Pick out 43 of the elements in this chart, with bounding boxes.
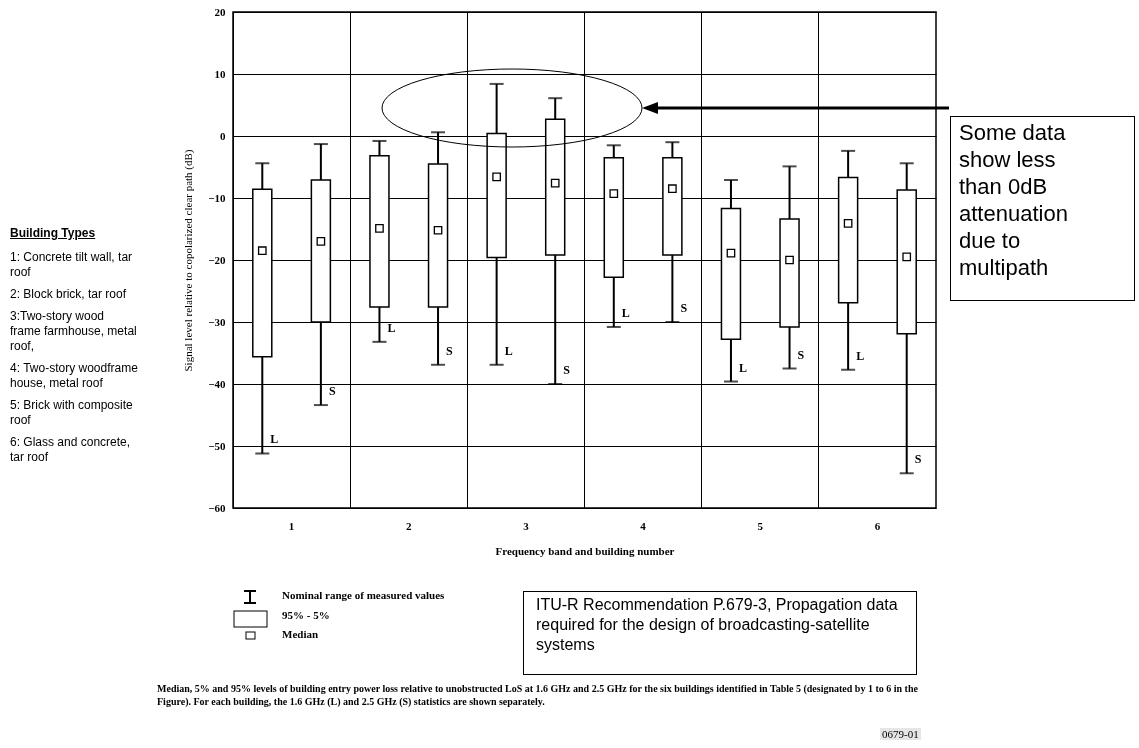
y-tick-label: −20 <box>208 253 226 266</box>
x-tick-label: 3 <box>523 519 530 532</box>
y-tick-label: 20 <box>214 5 226 18</box>
y-tick-label: −50 <box>208 439 226 452</box>
text: L <box>621 305 630 320</box>
x-tick-label: 2 <box>406 519 412 532</box>
text: L <box>738 360 747 375</box>
y-tick-label: 10 <box>214 67 226 80</box>
text: Building Types <box>10 226 97 241</box>
text: 95% - 5% <box>282 609 330 621</box>
series-label: L <box>387 320 396 335</box>
text: Median, 5% and 95% levels of building entry power loss relative to unobstructed LoS at 1.6 GHz and 2.5 GHz for the six buildings identified in Table 5 (designated by 1 to 6 in the Figure). For each building, the 1.6 GHz (L) and 2.5 GHz (S) statistics are shown separately. <box>157 682 919 708</box>
x-tick-label: 4 <box>640 519 647 532</box>
x-tick-label: 6 <box>874 519 881 532</box>
text: Median <box>282 628 319 640</box>
series-label: S <box>797 347 805 362</box>
y-tick-label: 0 <box>220 129 226 142</box>
x-tick-label: 1 <box>288 519 295 532</box>
text: S <box>563 363 570 377</box>
text: 2: Block brick, tar roof <box>10 287 128 302</box>
x-tick-label: 5 <box>757 519 764 532</box>
x-axis-title: Frequency band and building number <box>495 544 675 557</box>
text: S <box>446 343 453 358</box>
text: 0679-01 <box>880 728 921 740</box>
text: 4: Two-story woodframe house, metal roof <box>10 361 138 391</box>
text: ITU-R Recommendation P.679-3, Propagation data required for the design of broadcasting-satellite systems <box>523 591 917 675</box>
text: S <box>328 384 336 399</box>
text: L <box>270 432 279 447</box>
text: S <box>914 452 922 467</box>
text: L <box>856 348 865 363</box>
text: 3:Two-story wood frame farmhouse, metal roof, <box>10 309 138 354</box>
y-tick-label: −60 <box>208 501 226 514</box>
text: S <box>680 301 688 315</box>
y-axis-title: Signal level relative to copolarized clear path (dB) <box>182 149 196 372</box>
text: 6: Glass and concrete, tar roof <box>10 435 132 465</box>
y-tick-label: −40 <box>208 377 226 390</box>
text: L <box>504 343 513 358</box>
text: 5: Brick with composite roof <box>10 398 134 428</box>
text: 1: Concrete tilt wall, tar roof <box>10 250 134 280</box>
y-tick-label: −30 <box>208 315 226 328</box>
y-tick-label: −10 <box>208 191 226 204</box>
text: Nominal range of measured values <box>282 589 445 601</box>
text: Some data show less than 0dB attenuation due to multipath <box>950 116 1135 301</box>
